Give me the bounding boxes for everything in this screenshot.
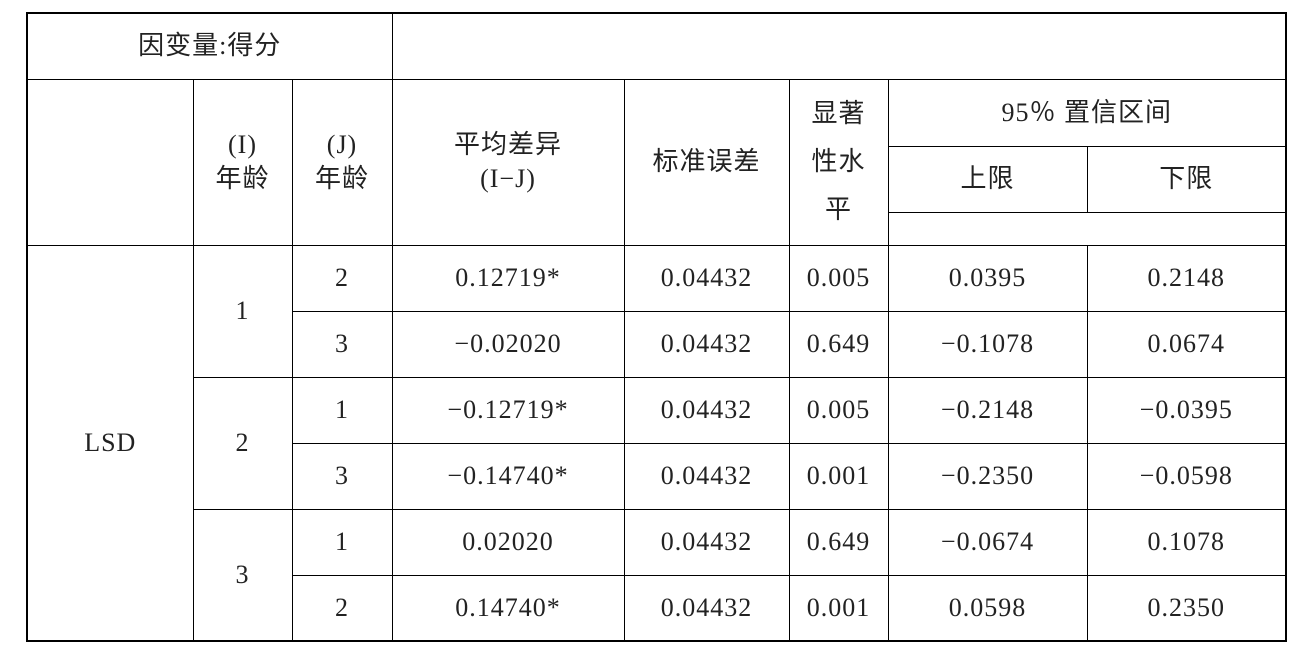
ci-upper-cell: 0.2350: [1086, 574, 1287, 642]
i-age-cell: 2: [192, 376, 293, 510]
std-err-cell: 0.04432: [623, 508, 790, 576]
table-body: 因变量:得分 (I) 年龄 (J) 年龄 平均差异 (I−J) 标准误差 显著性水平 …: [26, 12, 1287, 642]
j-age-cell: 2: [291, 574, 393, 642]
header-cell: (I) 年龄: [192, 78, 293, 246]
std-err-cell: 0.04432: [623, 244, 790, 312]
data-row: 3 −0.14740* 0.04432 0.001 −0.2350 −0.0598: [27, 442, 1287, 510]
j-age-cell: 2: [291, 244, 393, 312]
sig-cell: 0.001: [788, 574, 889, 642]
data-row: 3 −0.02020 0.04432 0.649 −0.1078 0.0674: [27, 310, 1287, 378]
ci-lower-cell: −0.1078: [887, 310, 1088, 378]
header-cell: (J) 年龄: [291, 78, 393, 246]
std-err-cell: 0.04432: [623, 310, 790, 378]
ci-lower-cell: −0.0674: [887, 508, 1088, 576]
header-cell: 显著 性水平: [788, 78, 889, 246]
sig-cell: 0.649: [788, 508, 889, 576]
mean-diff-cell: −0.02020: [391, 310, 625, 378]
j-age-cell: 1: [291, 508, 393, 576]
i-age-cell: 1: [192, 244, 293, 378]
anova-table: 因变量:得分 (I) 年龄 (J) 年龄 平均差异 (I−J) 标准误差 显著性水平 …: [26, 12, 1287, 642]
j-age-cell: 3: [291, 442, 393, 510]
header-cell: 上限: [887, 145, 1088, 213]
title-row: 因变量:得分: [26, 12, 1287, 80]
data-row: 2 1 −0.12719* 0.04432 0.005 −0.2148 −0.0395: [27, 376, 1287, 510]
header-line: (I): [228, 130, 257, 159]
data-row: LSD 1 2 0.12719* 0.04432 0.005 0.0395 0.2148: [26, 244, 1287, 642]
method-cell: LSD: [26, 244, 194, 642]
mean-diff-cell: −0.14740*: [391, 442, 625, 510]
header-line: (J): [326, 130, 358, 159]
header-line: 显著: [811, 99, 866, 128]
mean-diff-cell: 0.02020: [391, 508, 625, 576]
j-age-cell: 1: [291, 376, 393, 444]
sig-cell: 0.005: [788, 244, 889, 312]
empty-cell: [391, 12, 1287, 80]
ci-lower-cell: −0.2148: [887, 376, 1088, 444]
header-line: 平均差异: [453, 130, 562, 159]
ci-lower-cell: −0.2350: [887, 442, 1088, 510]
ci-upper-cell: 0.2148: [1086, 244, 1287, 312]
header-row: (I) 年龄 (J) 年龄 平均差异 (I−J) 标准误差 显著性水平 95％ 置信区…: [26, 78, 1287, 246]
header-line: 年龄: [215, 164, 270, 193]
ci-lower-cell: 0.0598: [887, 574, 1088, 642]
std-err-cell: 0.04432: [623, 442, 790, 510]
ci-upper-cell: −0.0395: [1086, 376, 1287, 444]
std-err-cell: 0.04432: [623, 574, 790, 642]
data-row: 2 0.14740* 0.04432 0.001 0.0598 0.2350: [27, 574, 1287, 642]
header-cell: 平均差异 (I−J): [391, 78, 625, 246]
header-line: 性水: [811, 147, 866, 176]
j-age-cell: 3: [291, 310, 393, 378]
header-line: 年龄: [314, 164, 369, 193]
ci-upper-cell: 0.0674: [1086, 310, 1287, 378]
header-row: 上限 下限: [27, 145, 1287, 213]
empty-cell: [887, 211, 1287, 246]
header-line: (I−J): [480, 164, 536, 193]
header-line: 平: [824, 195, 852, 224]
ci-lower-cell: 0.0395: [887, 244, 1088, 312]
empty-cell: [26, 78, 194, 246]
i-age-cell: 3: [192, 508, 293, 642]
sig-cell: 0.649: [788, 310, 889, 378]
header-cell: 标准误差: [623, 78, 790, 246]
ci-upper-cell: 0.1078: [1086, 508, 1287, 576]
header-cell: 95％ 置信区间: [887, 78, 1287, 147]
mean-diff-cell: 0.12719*: [391, 244, 625, 312]
data-row: 3 1 0.02020 0.04432 0.649 −0.0674 0.1078: [27, 508, 1287, 642]
dependent-variable: 因变量:得分: [26, 12, 393, 80]
sig-cell: 0.005: [788, 376, 889, 444]
header-cell: 下限: [1086, 145, 1287, 213]
std-err-cell: 0.04432: [623, 376, 790, 444]
ci-upper-cell: −0.0598: [1086, 442, 1287, 510]
mean-diff-cell: 0.14740*: [391, 574, 625, 642]
mean-diff-cell: −0.12719*: [391, 376, 625, 444]
sig-cell: 0.001: [788, 442, 889, 510]
